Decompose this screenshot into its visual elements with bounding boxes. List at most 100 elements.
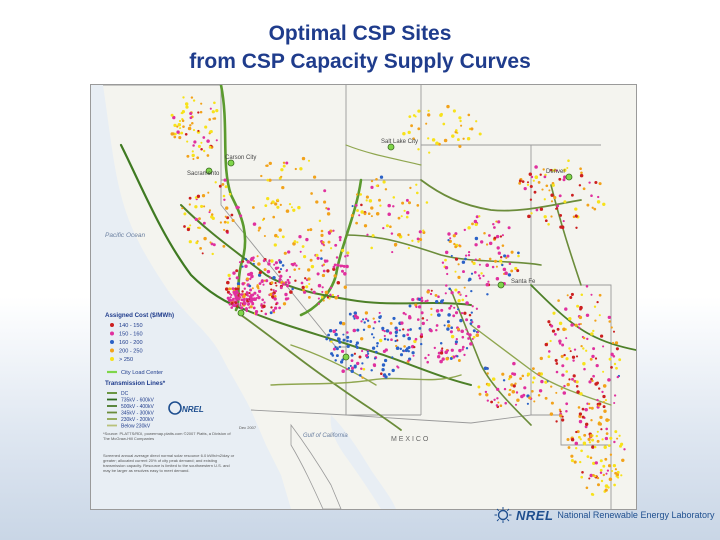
- csp-site-point: [454, 245, 458, 249]
- csp-site-point: [614, 471, 617, 475]
- csp-site-point: [312, 175, 317, 179]
- csp-site-point: [265, 164, 268, 167]
- baja-peninsula: [290, 423, 342, 509]
- csp-site-point: [391, 368, 395, 373]
- csp-site-point: [505, 256, 508, 259]
- transmission-label: 500kV - 400kV: [121, 404, 154, 410]
- csp-site-point: [465, 318, 469, 322]
- csp-site-point: [429, 328, 433, 333]
- csp-site-point: [618, 434, 621, 437]
- csp-site-point: [568, 317, 572, 321]
- csp-site-point: [539, 207, 544, 211]
- csp-site-point: [326, 212, 331, 216]
- csp-site-point: [378, 198, 381, 202]
- ocean-area: [91, 85, 291, 509]
- csp-site-point: [566, 166, 569, 170]
- csp-site-point: [480, 272, 483, 275]
- csp-site-point: [197, 144, 201, 148]
- csp-site-point: [508, 375, 513, 379]
- csp-site-point: [239, 303, 242, 307]
- csp-site-point: [280, 175, 283, 178]
- csp-site-point: [602, 384, 607, 388]
- csp-site-point: [282, 302, 287, 306]
- csp-site-point: [375, 184, 378, 187]
- csp-site-point: [383, 358, 388, 363]
- csp-site-point: [612, 463, 617, 468]
- csp-site-point: [599, 459, 603, 463]
- csp-site-point: [397, 216, 401, 220]
- csp-site-point: [373, 320, 377, 324]
- csp-site-point: [446, 327, 450, 331]
- csp-site-point: [316, 256, 320, 260]
- csp-site-point: [532, 376, 536, 380]
- csp-site-point: [532, 179, 535, 182]
- csp-site-point: [275, 303, 278, 306]
- csp-site-point: [516, 398, 520, 402]
- csp-site-point: [268, 259, 271, 262]
- cost-class-label: 200 - 250: [119, 349, 143, 355]
- csp-site-point: [298, 235, 302, 239]
- csp-site-point: [568, 378, 571, 381]
- csp-site-point: [593, 305, 597, 308]
- csp-site-point: [570, 454, 574, 458]
- csp-site-point: [418, 327, 422, 330]
- csp-site-point: [258, 282, 262, 285]
- csp-site-point: [474, 222, 478, 227]
- csp-site-point: [244, 264, 248, 269]
- csp-site-point: [260, 303, 263, 306]
- csp-site-point: [419, 237, 422, 241]
- csp-site-point: [413, 345, 416, 349]
- csp-site-point: [528, 172, 533, 176]
- csp-site-point: [435, 141, 439, 146]
- csp-site-point: [486, 293, 489, 296]
- csp-site-point: [190, 96, 194, 99]
- csp-site-point: [566, 437, 570, 442]
- csp-site-point: [574, 323, 578, 327]
- csp-site-point: [478, 257, 481, 261]
- csp-site-point: [402, 349, 405, 352]
- csp-site-point: [533, 400, 536, 403]
- csp-site-point: [198, 217, 201, 221]
- csp-site-point: [251, 301, 254, 305]
- csp-site-point: [372, 336, 375, 339]
- csp-site-point: [559, 225, 563, 229]
- csp-site-point: [449, 237, 452, 240]
- city-load-center: [342, 353, 350, 361]
- csp-site-point: [507, 226, 511, 230]
- transmission-label: 230kV - 200kV: [121, 417, 154, 423]
- csp-site-point: [565, 370, 568, 373]
- csp-site-point: [585, 422, 589, 426]
- csp-site-point: [170, 132, 174, 136]
- csp-site-point: [427, 137, 430, 140]
- csp-site-point: [607, 315, 611, 320]
- csp-site-point: [602, 473, 606, 477]
- csp-site-point: [463, 286, 466, 289]
- csp-site-point: [346, 339, 349, 343]
- csp-site-point: [467, 254, 471, 257]
- csp-site-point: [463, 311, 467, 315]
- csp-site-point: [594, 357, 598, 360]
- cost-class-label: 160 - 200: [119, 340, 143, 346]
- csp-site-point: [306, 228, 310, 232]
- csp-site-point: [191, 150, 194, 153]
- csp-site-point: [278, 228, 282, 232]
- csp-site-point: [437, 295, 440, 298]
- csp-site-point: [238, 261, 242, 264]
- csp-site-point: [402, 328, 405, 331]
- csp-site-point: [571, 377, 574, 381]
- csp-site-point: [427, 109, 430, 112]
- csp-site-point: [378, 315, 382, 319]
- csp-site-point: [181, 109, 186, 114]
- csp-site-point: [526, 181, 530, 184]
- csp-site-point: [475, 307, 479, 310]
- csp-site-point: [235, 269, 239, 273]
- csp-site-point: [471, 222, 474, 226]
- csp-site-point: [358, 355, 362, 359]
- csp-site-point: [331, 293, 334, 297]
- csp-site-point: [599, 415, 603, 420]
- csp-site-point: [321, 286, 324, 289]
- csp-site-point: [353, 311, 358, 315]
- csp-site-point: [571, 193, 574, 197]
- csp-site-point: [200, 141, 203, 144]
- csp-site-point: [406, 211, 410, 215]
